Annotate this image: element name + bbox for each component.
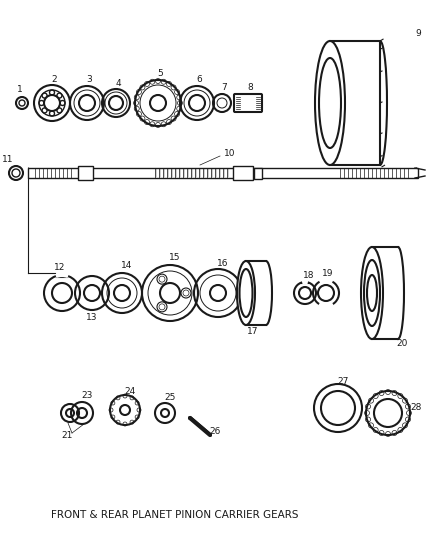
Ellipse shape: [367, 275, 377, 311]
Text: 8: 8: [247, 83, 253, 92]
Text: 5: 5: [157, 69, 163, 77]
Text: 25: 25: [164, 392, 176, 401]
Text: 27: 27: [337, 376, 349, 385]
Text: 11: 11: [2, 156, 14, 165]
FancyBboxPatch shape: [28, 168, 418, 178]
Ellipse shape: [319, 58, 341, 148]
Text: 16: 16: [217, 259, 229, 268]
Text: 2: 2: [51, 75, 57, 84]
Ellipse shape: [315, 41, 345, 165]
Text: 19: 19: [322, 269, 334, 278]
Text: 4: 4: [115, 78, 121, 87]
Text: 23: 23: [81, 392, 93, 400]
Text: 17: 17: [247, 327, 259, 335]
FancyBboxPatch shape: [78, 166, 93, 180]
Text: 20: 20: [396, 338, 408, 348]
Text: 7: 7: [221, 83, 227, 92]
Text: 28: 28: [410, 403, 422, 413]
FancyBboxPatch shape: [233, 166, 253, 180]
Text: 1: 1: [17, 85, 23, 93]
Text: 10: 10: [224, 149, 236, 157]
Text: 9: 9: [415, 28, 421, 37]
Text: 21: 21: [61, 431, 73, 440]
Ellipse shape: [364, 260, 380, 326]
Text: 12: 12: [54, 263, 66, 272]
FancyBboxPatch shape: [254, 167, 262, 179]
Text: 18: 18: [303, 271, 315, 280]
Text: FRONT & REAR PLANET PINION CARRIER GEARS: FRONT & REAR PLANET PINION CARRIER GEARS: [51, 510, 299, 520]
Ellipse shape: [237, 261, 255, 325]
FancyBboxPatch shape: [234, 94, 262, 112]
Text: 14: 14: [121, 262, 133, 271]
Ellipse shape: [361, 247, 383, 339]
Text: 3: 3: [86, 75, 92, 84]
Text: 15: 15: [169, 254, 181, 262]
Text: 13: 13: [86, 313, 98, 322]
Text: 24: 24: [124, 386, 136, 395]
Text: 26: 26: [209, 426, 221, 435]
Ellipse shape: [240, 269, 252, 317]
Text: 6: 6: [196, 76, 202, 85]
